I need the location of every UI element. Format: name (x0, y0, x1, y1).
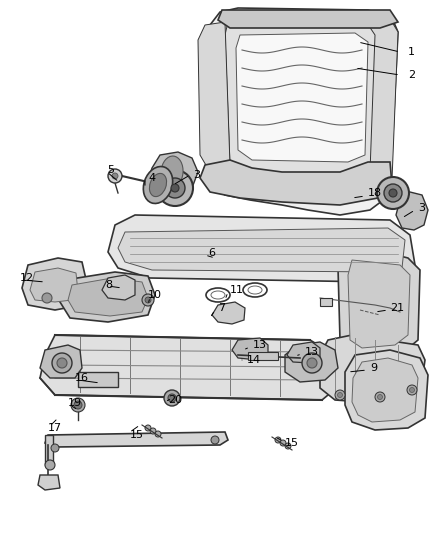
Circle shape (211, 436, 219, 444)
Circle shape (142, 294, 154, 306)
Polygon shape (102, 275, 135, 300)
Polygon shape (225, 20, 380, 178)
Polygon shape (285, 342, 338, 382)
Text: 13: 13 (305, 347, 319, 357)
Text: 19: 19 (68, 398, 82, 408)
Polygon shape (60, 272, 155, 322)
Circle shape (275, 437, 281, 443)
Circle shape (375, 392, 385, 402)
Text: 3: 3 (418, 203, 425, 213)
Polygon shape (236, 33, 368, 162)
Polygon shape (320, 335, 425, 405)
Circle shape (145, 425, 151, 431)
Circle shape (145, 297, 151, 303)
Polygon shape (345, 350, 428, 430)
Text: 16: 16 (75, 373, 89, 383)
Polygon shape (396, 192, 428, 230)
Text: 11: 11 (230, 285, 244, 295)
Text: 1: 1 (408, 47, 415, 57)
Circle shape (150, 428, 156, 434)
Ellipse shape (149, 173, 166, 197)
Polygon shape (45, 432, 228, 447)
Text: 21: 21 (390, 303, 404, 313)
Polygon shape (200, 8, 398, 215)
Polygon shape (198, 22, 230, 172)
Bar (248, 352, 278, 360)
Text: 17: 17 (48, 423, 62, 433)
Circle shape (335, 390, 345, 400)
Text: 4: 4 (148, 173, 155, 183)
Text: 20: 20 (168, 395, 182, 405)
Polygon shape (22, 258, 88, 310)
Polygon shape (118, 228, 405, 272)
Polygon shape (232, 338, 268, 360)
Circle shape (302, 353, 322, 373)
Circle shape (377, 177, 409, 209)
Circle shape (52, 353, 72, 373)
Polygon shape (352, 358, 418, 422)
Bar (45, 435, 53, 465)
Circle shape (165, 178, 185, 198)
Circle shape (338, 392, 343, 398)
Polygon shape (212, 302, 245, 324)
Polygon shape (30, 268, 78, 302)
Circle shape (171, 184, 179, 192)
Circle shape (280, 440, 286, 446)
Polygon shape (365, 20, 398, 185)
Circle shape (389, 189, 397, 197)
Text: 15: 15 (285, 438, 299, 448)
Circle shape (378, 394, 382, 400)
Circle shape (384, 184, 402, 202)
Polygon shape (68, 278, 148, 316)
Circle shape (74, 401, 82, 409)
Circle shape (108, 169, 122, 183)
Text: 12: 12 (20, 273, 34, 283)
Ellipse shape (161, 156, 183, 188)
Text: 10: 10 (148, 290, 162, 300)
Text: 8: 8 (105, 280, 112, 290)
Text: 18: 18 (368, 188, 382, 198)
Polygon shape (108, 215, 415, 282)
Polygon shape (200, 160, 392, 205)
Circle shape (168, 394, 176, 402)
Circle shape (112, 173, 118, 179)
Text: 2: 2 (408, 70, 415, 80)
Bar (320, 298, 332, 306)
Circle shape (307, 358, 317, 368)
Polygon shape (148, 152, 198, 195)
Circle shape (42, 293, 52, 303)
Text: 13: 13 (253, 340, 267, 350)
Text: 6: 6 (208, 248, 215, 258)
Circle shape (57, 358, 67, 368)
Polygon shape (40, 345, 82, 378)
Circle shape (45, 460, 55, 470)
Polygon shape (287, 342, 320, 363)
Text: 7: 7 (218, 303, 225, 313)
Circle shape (410, 387, 414, 392)
Circle shape (155, 431, 161, 437)
Text: 14: 14 (247, 355, 261, 365)
Circle shape (285, 443, 291, 449)
Text: 3: 3 (193, 170, 200, 180)
Circle shape (157, 170, 193, 206)
Circle shape (164, 390, 180, 406)
Ellipse shape (143, 166, 173, 204)
Polygon shape (218, 10, 398, 28)
Polygon shape (38, 475, 60, 490)
Text: 9: 9 (370, 363, 377, 373)
Circle shape (71, 398, 85, 412)
Polygon shape (348, 260, 410, 348)
Circle shape (407, 385, 417, 395)
Bar (78, 372, 118, 387)
Text: 5: 5 (107, 165, 114, 175)
Text: 15: 15 (130, 430, 144, 440)
Polygon shape (40, 335, 340, 400)
Circle shape (51, 444, 59, 452)
Polygon shape (338, 248, 420, 360)
